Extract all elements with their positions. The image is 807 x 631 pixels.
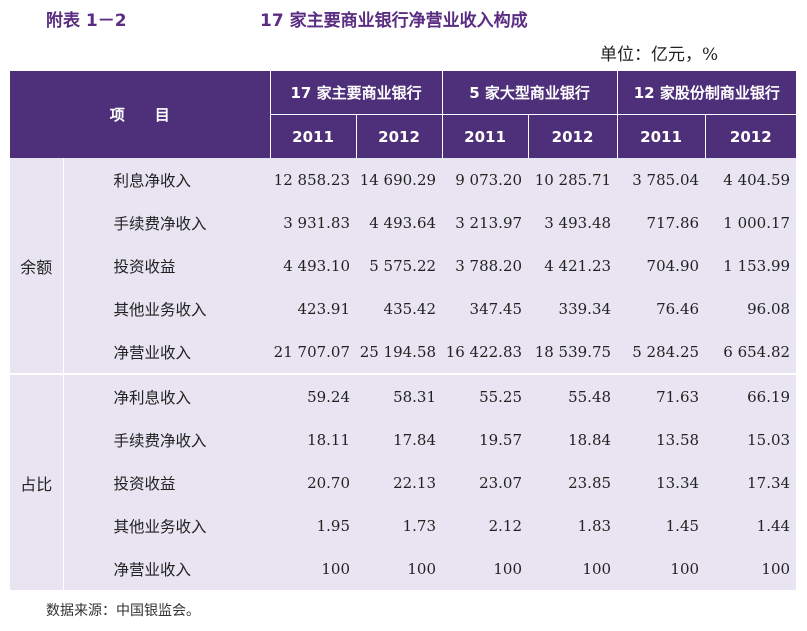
table-title: 17 家主要商业银行净营业收入构成 (260, 11, 528, 31)
value-cell: 339.34 (528, 287, 618, 330)
value-cell: 25 194.58 (356, 330, 443, 374)
value-cell: 13.34 (617, 461, 706, 504)
value-cell: 5 575.22 (356, 244, 443, 287)
header-item: 项 目 (10, 71, 271, 158)
value-cell: 58.31 (356, 373, 443, 418)
value-cell: 423.91 (270, 287, 357, 330)
row-item-label: 净利息收入 (63, 373, 271, 418)
table-row: 净营业收入 21 707.07 25 194.58 16 422.83 18 539.7… (10, 330, 797, 374)
title-bar: 附表 1－2 17 家主要商业银行净营业收入构成 (46, 6, 786, 34)
value-cell: 18.84 (528, 418, 618, 461)
value-cell: 100 (528, 547, 618, 590)
value-cell: 15.03 (705, 418, 797, 461)
value-cell: 23.07 (442, 461, 529, 504)
value-cell: 13.58 (617, 418, 706, 461)
value-cell: 4 421.23 (528, 244, 618, 287)
row-item-label: 投资收益 (63, 461, 271, 504)
table-number: 附表 1－2 (46, 11, 127, 31)
value-cell: 717.86 (617, 201, 706, 244)
value-cell: 71.63 (617, 373, 706, 418)
value-cell: 435.42 (356, 287, 443, 330)
value-cell: 12 858.23 (270, 158, 357, 201)
value-cell: 96.08 (705, 287, 797, 330)
value-cell: 1.83 (528, 504, 618, 547)
table-row: 手续费净收入 18.11 17.84 19.57 18.84 13.58 15.03 (10, 418, 797, 461)
header-year: 2011 (269, 114, 357, 158)
row-item-label: 投资收益 (63, 244, 271, 287)
header-group-17-banks: 17 家主要商业银行 (269, 71, 443, 115)
value-cell: 22.13 (356, 461, 443, 504)
value-cell: 18.11 (270, 418, 357, 461)
value-cell: 1.95 (270, 504, 357, 547)
header-year: 2012 (704, 114, 797, 158)
value-cell: 17.34 (705, 461, 797, 504)
header-year: 2011 (616, 114, 706, 158)
header-year: 2012 (527, 114, 618, 158)
value-cell: 100 (442, 547, 529, 590)
value-cell: 17.84 (356, 418, 443, 461)
value-cell: 1 153.99 (705, 244, 797, 287)
header-group-5-large-banks: 5 家大型商业银行 (441, 71, 618, 115)
value-cell: 100 (617, 547, 706, 590)
header-group-12-joint-stock-banks: 12 家股份制商业银行 (616, 71, 797, 115)
revenue-table: 项 目 17 家主要商业银行 5 家大型商业银行 12 家股份制商业银行 201… (10, 71, 797, 590)
value-cell: 1 000.17 (705, 201, 797, 244)
row-item-label: 净营业收入 (63, 330, 271, 374)
table-row: 其他业务收入 423.91 435.42 347.45 339.34 76.46 96.08 (10, 287, 797, 330)
value-cell: 19.57 (442, 418, 529, 461)
value-cell: 100 (356, 547, 443, 590)
table-row: 手续费净收入 3 931.83 4 493.64 3 213.97 3 493.48 71… (10, 201, 797, 244)
value-cell: 55.48 (528, 373, 618, 418)
value-cell: 4 493.64 (356, 201, 443, 244)
table-row: 投资收益 20.70 22.13 23.07 23.85 13.34 17.34 (10, 461, 797, 504)
value-cell: 347.45 (442, 287, 529, 330)
header-year: 2011 (441, 114, 529, 158)
value-cell: 6 654.82 (705, 330, 797, 374)
value-cell: 20.70 (270, 461, 357, 504)
value-cell: 3 931.83 (270, 201, 357, 244)
row-item-label: 手续费净收入 (63, 418, 271, 461)
value-cell: 55.25 (442, 373, 529, 418)
value-cell: 704.90 (617, 244, 706, 287)
value-cell: 5 284.25 (617, 330, 706, 374)
value-cell: 76.46 (617, 287, 706, 330)
value-cell: 21 707.07 (270, 330, 357, 374)
value-cell: 3 493.48 (528, 201, 618, 244)
value-cell: 23.85 (528, 461, 618, 504)
value-cell: 1.73 (356, 504, 443, 547)
table-row: 占比 净利息收入 59.24 58.31 55.25 55.48 71.63 66.19 (10, 373, 797, 590)
value-cell: 1.45 (617, 504, 706, 547)
value-cell: 4 404.59 (705, 158, 797, 201)
header-year: 2012 (355, 114, 443, 158)
value-cell: 1.44 (705, 504, 797, 547)
value-cell: 3 213.97 (442, 201, 529, 244)
value-cell: 3 788.20 (442, 244, 529, 287)
section-label: 余额 (10, 158, 64, 374)
section-label: 占比 (10, 373, 64, 590)
value-cell: 59.24 (270, 373, 357, 418)
value-cell: 100 (705, 547, 797, 590)
row-item-label: 净营业收入 (63, 547, 271, 590)
row-item-label: 其他业务收入 (63, 504, 271, 547)
value-cell: 14 690.29 (356, 158, 443, 201)
row-item-label: 利息净收入 (63, 158, 271, 201)
unit-label: 单位：亿元，% (600, 45, 719, 65)
table-row: 其他业务收入 1.95 1.73 2.12 1.83 1.45 1.44 (10, 504, 797, 547)
table-row: 投资收益 4 493.10 5 575.22 3 788.20 4 421.23 704.… (10, 244, 797, 287)
data-source-note: 数据来源：中国银监会。 (46, 603, 200, 619)
value-cell: 10 285.71 (528, 158, 618, 201)
value-cell: 16 422.83 (442, 330, 529, 374)
value-cell: 4 493.10 (270, 244, 357, 287)
value-cell: 66.19 (705, 373, 797, 418)
table-row: 净营业收入 100 100 100 100 100 100 (10, 547, 797, 590)
value-cell: 9 073.20 (442, 158, 529, 201)
row-item-label: 手续费净收入 (63, 201, 271, 244)
row-item-label: 其他业务收入 (63, 287, 271, 330)
value-cell: 3 785.04 (617, 158, 706, 201)
value-cell: 18 539.75 (528, 330, 618, 374)
value-cell: 100 (270, 547, 357, 590)
value-cell: 2.12 (442, 504, 529, 547)
table-body: 余额 利息净收入 12 858.23 14 690.29 9 073.20 10 285.… (10, 158, 797, 590)
table-row: 余额 利息净收入 12 858.23 14 690.29 9 073.20 10 285.… (10, 158, 797, 374)
